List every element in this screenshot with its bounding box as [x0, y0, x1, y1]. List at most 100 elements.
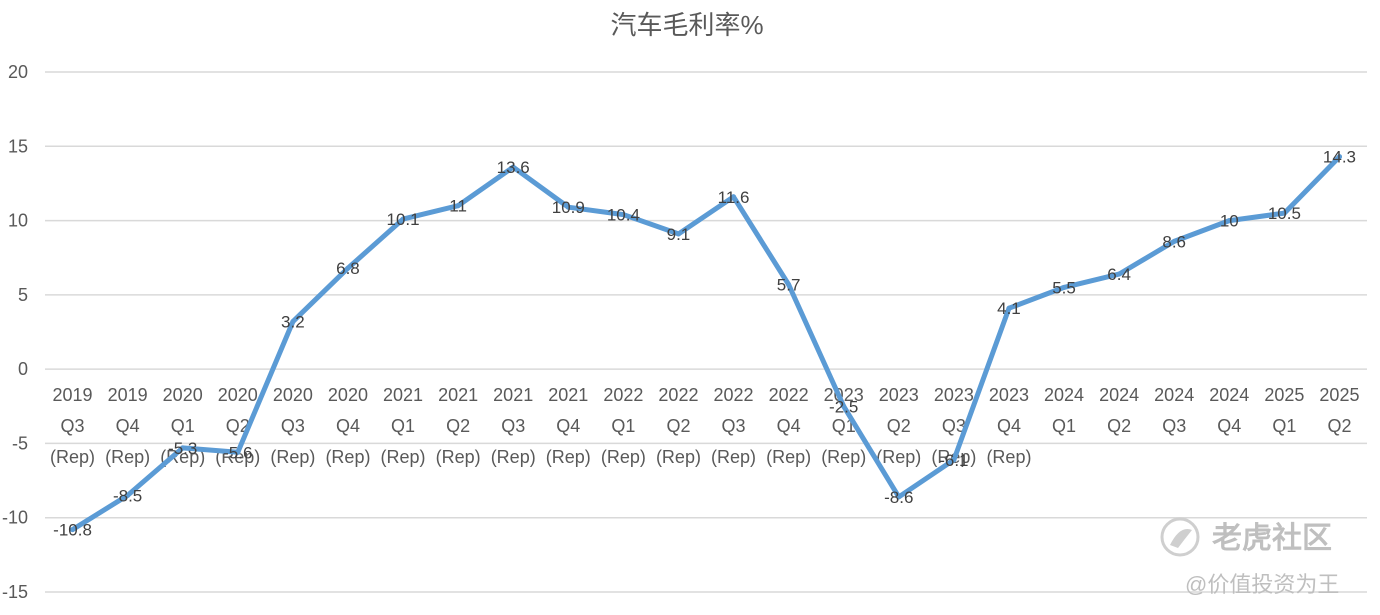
data-label: -5.3 [168, 439, 197, 458]
y-tick-label: 10 [8, 211, 28, 231]
x-tick-label: (Rep) [381, 447, 426, 467]
x-tick-label: (Rep) [436, 447, 481, 467]
x-tick-label: 2020 [163, 385, 203, 405]
x-tick-label: Q3 [722, 416, 746, 436]
gridlines [45, 71, 1367, 593]
x-tick-label: (Rep) [656, 447, 701, 467]
watermark: 老虎社区 @价值投资为王 [1160, 517, 1339, 597]
x-tick-label: 2024 [1209, 385, 1249, 405]
x-tick-label: (Rep) [160, 447, 205, 467]
data-point [1006, 305, 1012, 311]
y-axis: 20 15 10 5 0 -5 -10 -15 [2, 62, 28, 602]
x-tick-label: (Rep) [711, 447, 756, 467]
data-label: 6.8 [336, 259, 360, 278]
x-tick-label: (Rep) [270, 447, 315, 467]
x-tick-label: 2020 [328, 385, 368, 405]
x-tick-label: Q1 [1272, 416, 1296, 436]
data-label: -8.5 [113, 486, 142, 505]
x-tick-label: Q4 [997, 416, 1021, 436]
x-tick-label: 2021 [493, 385, 533, 405]
data-point [510, 164, 516, 170]
data-point [455, 203, 461, 209]
x-tick-label: 2019 [53, 385, 93, 405]
x-tick-label: Q4 [116, 416, 140, 436]
x-tick-label: (Rep) [105, 447, 150, 467]
x-tick-label: 2025 [1319, 385, 1359, 405]
x-tick-label: Q1 [171, 416, 195, 436]
x-tick-label: 2022 [769, 385, 809, 405]
watermark-brand: 老虎社区 [1212, 522, 1332, 555]
data-label: -2.5 [829, 397, 858, 416]
x-tick-label: Q3 [61, 416, 85, 436]
data-label: 13.6 [497, 158, 530, 177]
x-tick-label: 2024 [1099, 385, 1139, 405]
x-tick-label: (Rep) [50, 447, 95, 467]
x-axis: 2019 Q3 (Rep) 2019 Q4 (Rep) 2020 Q1 (Rep) 2020 Q2 (… [50, 385, 1359, 467]
data-label: -8.6 [884, 488, 913, 507]
x-tick-label: Q2 [226, 416, 250, 436]
x-tick-label: Q3 [942, 416, 966, 436]
x-tick-label: 2025 [1264, 385, 1304, 405]
x-tick-label: 2023 [934, 385, 974, 405]
x-tick-label: (Rep) [491, 447, 536, 467]
chart-title: 汽车毛利率% [610, 10, 763, 40]
y-tick-label: 20 [8, 62, 28, 82]
y-tick-label: 15 [8, 136, 28, 156]
data-point [786, 281, 792, 287]
x-tick-label: Q3 [1162, 416, 1186, 436]
x-tick-label: Q4 [777, 416, 801, 436]
data-point [565, 204, 571, 210]
data-label: 5.7 [777, 275, 801, 294]
x-tick-label: Q2 [1107, 416, 1131, 436]
x-tick-label: (Rep) [601, 447, 646, 467]
x-tick-label: 2023 [989, 385, 1029, 405]
y-tick-label: -15 [2, 582, 28, 602]
data-point [345, 265, 351, 271]
watermark-logo-mark [1170, 529, 1192, 548]
data-point [1061, 284, 1067, 290]
data-label: 10.9 [552, 198, 585, 217]
data-point [620, 212, 626, 218]
data-label: 5.5 [1052, 278, 1076, 297]
data-labels: -10.8 -8.5 -5.3 -5.6 3.2 6.8 10.1 11 13.6 10.9 10.… [53, 148, 1356, 540]
data-point [180, 445, 186, 451]
data-point [125, 492, 131, 498]
x-tick-label: (Rep) [766, 447, 811, 467]
x-tick-label: 2019 [108, 385, 148, 405]
x-tick-label: Q1 [391, 416, 415, 436]
x-tick-label: 2020 [273, 385, 313, 405]
x-tick-label: Q4 [556, 416, 580, 436]
data-point [290, 319, 296, 325]
data-label: 10.4 [607, 206, 640, 225]
data-label: 14.3 [1323, 148, 1356, 167]
x-tick-label: 2021 [438, 385, 478, 405]
data-label: -10.8 [53, 521, 92, 540]
x-tick-label: (Rep) [986, 447, 1031, 467]
x-tick-label: Q3 [501, 416, 525, 436]
data-label: -5.6 [223, 443, 252, 462]
data-label: 11.6 [718, 188, 750, 207]
data-label: -6.1 [939, 451, 968, 470]
x-tick-label: 2021 [383, 385, 423, 405]
x-tick-label: Q2 [666, 416, 690, 436]
data-point [1116, 271, 1122, 277]
x-tick-label: Q1 [611, 416, 635, 436]
x-tick-label: 2024 [1044, 385, 1084, 405]
x-tick-label: 2022 [658, 385, 698, 405]
data-label: 6.4 [1107, 265, 1131, 284]
x-tick-label: Q4 [336, 416, 360, 436]
x-tick-label: (Rep) [325, 447, 370, 467]
watermark-logo-icon [1160, 517, 1200, 557]
y-tick-label: -10 [2, 508, 28, 528]
data-point [1171, 238, 1177, 244]
data-point [400, 216, 406, 222]
series-line [70, 154, 1342, 533]
data-label: 10.5 [1268, 204, 1301, 223]
y-tick-label: 5 [18, 285, 28, 305]
data-point [675, 231, 681, 237]
data-label: 10.1 [386, 210, 419, 229]
data-label: 8.6 [1162, 232, 1186, 251]
data-label: 10 [1220, 212, 1239, 231]
data-point [1336, 154, 1342, 160]
